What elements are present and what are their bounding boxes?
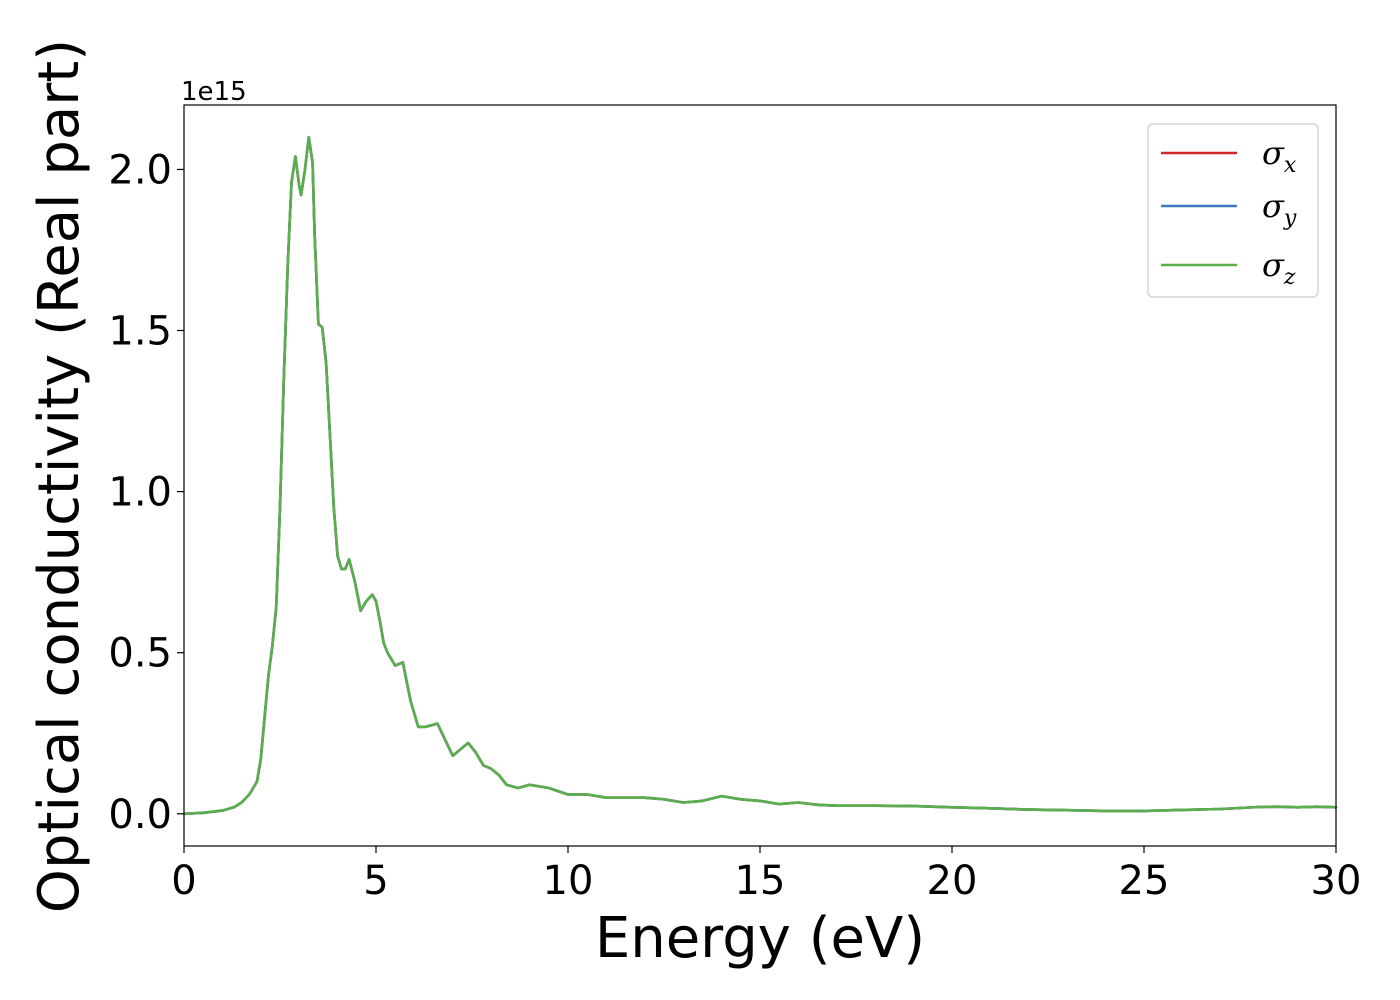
y-axis-ticks: 0.0 0.5 1.0 1.5 2.0 [108, 147, 184, 838]
x-axis-label: Energy (eV) [595, 906, 925, 971]
x-tick-label: 0 [171, 858, 196, 904]
legend-box [1147, 123, 1319, 298]
x-tick-label: 5 [363, 858, 388, 904]
x-tick-label: 15 [735, 858, 786, 904]
x-tick-label: 25 [1119, 858, 1170, 904]
x-tick-label: 20 [927, 858, 978, 904]
y-tick-label: 1.0 [108, 470, 172, 516]
series-line-3 [182, 135, 1338, 816]
plot-area [184, 105, 1336, 846]
series-layer [182, 135, 1338, 816]
x-axis-ticks: 0 5 10 15 20 25 30 [171, 846, 1361, 904]
y-tick-label: 0.5 [108, 631, 172, 677]
y-tick-label: 0.0 [108, 792, 172, 838]
y-tick-label: 2.0 [108, 147, 172, 193]
x-tick-label: 10 [543, 858, 594, 904]
x-tick-label: 30 [1311, 858, 1362, 904]
y-tick-label: 1.5 [108, 309, 172, 355]
y-axis-label: Optical conductivity (Real part) [27, 39, 92, 913]
y-offset-label: 1e15 [181, 77, 247, 107]
